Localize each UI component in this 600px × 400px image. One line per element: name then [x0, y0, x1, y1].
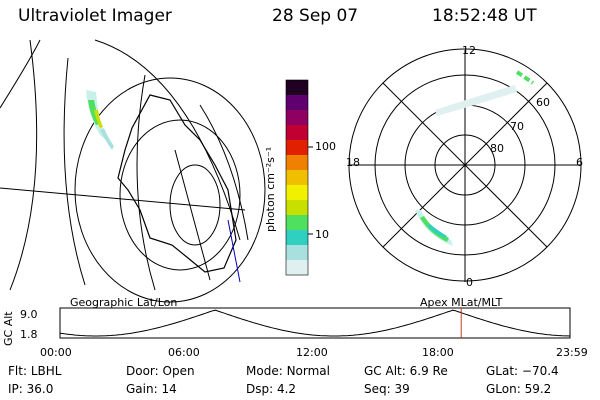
colorbar-band [286, 155, 308, 171]
left-panel-label: Geographic Lat/Lon [70, 296, 178, 309]
colorbar-band [286, 170, 308, 186]
info-dsp: Dsp: 4.2 [246, 382, 297, 396]
date-label: 28 Sep 07 [272, 6, 359, 26]
info-flt: Flt: LBHL [8, 364, 62, 378]
right-panel-label: Apex MLat/MLT [420, 296, 503, 309]
colorbar-band [286, 80, 308, 96]
mlt-label-6: 6 [576, 156, 583, 169]
colorbar-band [286, 185, 308, 201]
colorbar [285, 79, 313, 276]
orbit-plot [59, 307, 571, 339]
colorbar-tick-10: 10 [315, 228, 329, 241]
info-door: Door: Open [126, 364, 195, 378]
mlt-label-12: 12 [462, 44, 476, 57]
lat-label-80: 80 [490, 142, 504, 155]
info-gain: Gain: 14 [126, 382, 177, 396]
orbit-xtick-2359: 23:59 [556, 346, 588, 359]
info-ip: IP: 36.0 [8, 382, 54, 396]
orbit-ylabel: GC Alt [2, 311, 15, 346]
colorbar-band [286, 125, 308, 141]
colorbar-band [286, 200, 308, 216]
info-seq: Seq: 39 [364, 382, 410, 396]
colorbar-band [286, 260, 308, 276]
colorbar-unit-label: photon cm⁻²s⁻¹ [264, 146, 277, 232]
orbit-ytick-low: 1.8 [20, 328, 38, 341]
colorbar-band [286, 140, 308, 156]
info-gc-alt: GC Alt: 6.9 Re [364, 364, 448, 378]
mlt-label-18: 18 [346, 156, 360, 169]
orbit-xtick-1800: 18:00 [422, 346, 454, 359]
info-glat: GLat: −70.4 [486, 364, 559, 378]
colorbar-band [286, 230, 308, 246]
colorbar-tick-100: 100 [315, 140, 336, 153]
mlt-label-0: 0 [466, 276, 473, 289]
orbit-xtick-1200: 12:00 [296, 346, 328, 359]
orbit-xtick-0000: 00:00 [40, 346, 72, 359]
lat-label-60: 60 [536, 96, 550, 109]
polar-plot [348, 48, 582, 282]
orbit-xtick-0600: 06:00 [168, 346, 200, 359]
colorbar-band [286, 95, 308, 111]
time-label: 18:52:48 UT [432, 6, 537, 26]
instrument-title: Ultraviolet Imager [18, 6, 172, 26]
info-mode: Mode: Normal [246, 364, 330, 378]
colorbar-band [286, 110, 308, 126]
orbit-ytick-high: 9.0 [20, 308, 38, 321]
colorbar-band [286, 245, 308, 261]
info-glon: GLon: 59.2 [486, 382, 552, 396]
lat-label-70: 70 [510, 120, 524, 133]
colorbar-band [286, 215, 308, 231]
